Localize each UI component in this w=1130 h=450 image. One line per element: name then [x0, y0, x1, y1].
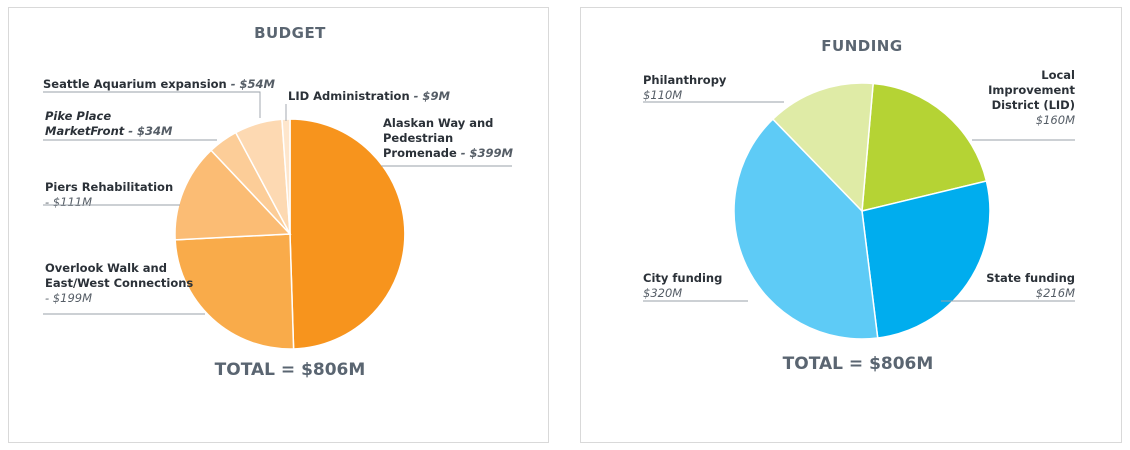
budget-slice-2 — [174, 149, 292, 241]
funding-panel: FUNDING TOTAL = $806M Local Improvement Dist… — [580, 7, 1122, 443]
funding-label-text: Local — [1041, 68, 1075, 82]
budget-label-text: Piers Rehabilitation — [45, 180, 173, 194]
budget-value-text: - $34M — [124, 124, 173, 138]
budget-label-5: LID Administration - $9M — [288, 89, 450, 103]
funding-value-text: $216M — [1036, 286, 1075, 300]
budget-label-text: LID Administration - $9M — [288, 89, 450, 103]
budget-chart: BUDGET TOTAL = $806M Alaskan Way andPedest… — [43, 24, 514, 380]
budget-label-text: East/West Connections — [45, 276, 193, 290]
funding-slice-1 — [861, 180, 991, 339]
budget-value-text: - $199M — [45, 291, 92, 305]
budget-label-text: Pike Place — [45, 109, 111, 123]
budget-value-text: - $399M — [457, 146, 514, 160]
budget-label-text: Promenade - $399M — [383, 146, 514, 160]
budget-title: BUDGET — [254, 24, 326, 42]
funding-value-text: $320M — [643, 286, 682, 300]
funding-title: FUNDING — [821, 37, 902, 55]
budget-label-text: MarketFront - $34M — [45, 124, 173, 138]
budget-value-text: - $9M — [410, 89, 451, 103]
funding-label-text: District (LID) — [992, 98, 1075, 112]
funding-slice-2 — [733, 118, 879, 340]
funding-slice-3 — [771, 82, 874, 213]
budget-value-text: - $54M — [227, 77, 276, 91]
budget-label-text: Pedestrian — [383, 131, 453, 145]
funding-label-text: Philanthropy — [643, 73, 727, 87]
budget-value-text: - $111M — [45, 195, 92, 209]
budget-leader-line-4 — [43, 91, 261, 118]
funding-label-1: State funding$216M — [986, 271, 1075, 300]
budget-total: TOTAL = $806M — [215, 360, 366, 380]
budget-label-text: Overlook Walk and — [45, 261, 167, 275]
funding-slice-0 — [861, 82, 988, 212]
funding-chart: FUNDING TOTAL = $806M LocalImprovementDist… — [643, 37, 1075, 374]
budget-slice-1 — [174, 233, 295, 350]
budget-label-2: Piers Rehabilitation- $111M — [45, 180, 173, 209]
budget-label-text: Seattle Aquarium expansion - $54M — [43, 77, 276, 91]
funding-label-text: Improvement — [988, 83, 1075, 97]
funding-label-text: State funding — [986, 271, 1075, 285]
funding-total: TOTAL = $806M — [783, 354, 934, 374]
budget-slice-0 — [289, 118, 406, 350]
budget-label-4: Seattle Aquarium expansion - $54M — [43, 77, 276, 91]
budget-label-text: Alaskan Way and — [383, 116, 493, 130]
budget-panel: BUDGET TOTAL = $806M Alaskan Way and Pedest… — [8, 7, 549, 443]
funding-label-3: Philanthropy$110M — [643, 73, 727, 102]
funding-label-2: City funding$320M — [643, 271, 722, 300]
funding-value-text: $160M — [1036, 113, 1075, 127]
funding-label-text: City funding — [643, 271, 722, 285]
funding-value-text: $110M — [643, 88, 682, 102]
